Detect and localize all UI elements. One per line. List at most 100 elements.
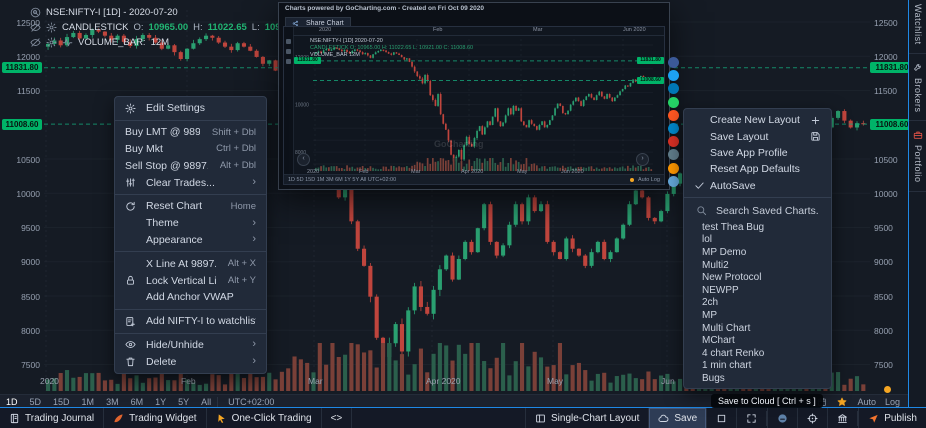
trading-journal-button[interactable]: Trading Journal: [0, 408, 105, 428]
menu-item-add-nifty-i-to-watchlist[interactable]: Add NIFTY-I to watchlist: [115, 313, 266, 330]
menu-divider: [115, 308, 266, 310]
price-tick-left: 10500: [16, 154, 40, 165]
share-pinterest-button[interactable]: [668, 136, 679, 148]
square-icon: [716, 413, 727, 424]
crosshair-button[interactable]: [797, 408, 827, 428]
saved-chart-test-thea-bug[interactable]: test Thea Bug: [702, 221, 765, 233]
price-tick-left: 8500: [21, 291, 40, 302]
toolbar-divider: [766, 411, 768, 426]
menu-item-save-app-profile[interactable]: Save App Profile: [684, 145, 831, 161]
sidebar-tab-watchlist[interactable]: Watchlist: [909, 0, 926, 54]
share-email-button[interactable]: [668, 149, 679, 161]
popup-tool-icon[interactable]: [286, 59, 291, 64]
popup-tool-icon[interactable]: [286, 39, 291, 44]
popup-tool-icon[interactable]: [286, 49, 291, 54]
menu-item-appearance[interactable]: Appearance ›: [115, 232, 266, 249]
share-blogger-button[interactable]: [668, 162, 679, 174]
bank-button[interactable]: [827, 408, 857, 428]
menu-item-autosave[interactable]: AutoSave: [684, 178, 831, 194]
save-button[interactable]: Save: [648, 408, 707, 428]
square-button[interactable]: [706, 408, 736, 428]
month-label-feb: Feb: [181, 376, 196, 386]
star-icon[interactable]: [837, 396, 848, 407]
share-skype-button[interactable]: [668, 175, 679, 187]
log-scale-toggle[interactable]: Log: [884, 396, 900, 407]
range-15d[interactable]: 15D: [53, 396, 70, 407]
saved-chart-lol[interactable]: lol: [702, 234, 713, 246]
expand-button[interactable]: [736, 408, 766, 428]
menu-item-create-new-layout[interactable]: Create New Layout: [684, 112, 831, 128]
gear-icon[interactable]: [46, 37, 57, 48]
range-5d[interactable]: 5D: [29, 396, 42, 407]
range-5y[interactable]: 5Y: [178, 396, 190, 407]
range-all[interactable]: All: [201, 396, 212, 407]
range-1d[interactable]: 1D: [6, 396, 18, 407]
saved-chart-bugs[interactable]: Bugs: [702, 372, 725, 384]
sidebar-tab-portfolio[interactable]: Portfolio: [909, 121, 926, 192]
button-label: Single-Chart Layout: [551, 413, 640, 424]
lock-icon: [125, 275, 146, 286]
auto-scale-toggle[interactable]: Auto: [857, 396, 876, 407]
menu-item-save-layout[interactable]: Save Layout: [684, 128, 831, 144]
saved-charts-search[interactable]: Search Saved Charts.: [684, 201, 831, 221]
share-linkedin-button[interactable]: [668, 83, 679, 95]
menu-item-x-line-at-9897-59[interactable]: X Line At 9897.59 Alt + X: [115, 255, 266, 272]
timezone-label[interactable]: UTC+02:00: [217, 396, 284, 407]
menu-divider: [115, 119, 266, 121]
menu-item-reset-app-defaults[interactable]: Reset App Defaults: [684, 161, 831, 177]
status-button[interactable]: [767, 408, 797, 428]
menu-item-buy-mkt[interactable]: Buy Mkt Ctrl + Dbl: [115, 141, 266, 158]
scroll-left-button[interactable]: ‹: [297, 153, 310, 166]
preview-month-apr-2020: Apr 2020: [461, 169, 484, 175]
saved-chart-mchart[interactable]: MChart: [702, 335, 735, 347]
item-button[interactable]: <>: [322, 408, 353, 428]
menu-item-buy-lmt-9897-59[interactable]: Buy LMT @ 9897.59 Shift + Dbl: [115, 124, 266, 141]
menu-item-add-anchor-vwap[interactable]: Add Anchor VWAP: [115, 289, 266, 306]
eye-off-icon[interactable]: [30, 22, 41, 33]
saved-chart-1-min-chart[interactable]: 1 min chart: [702, 360, 752, 372]
gear-icon[interactable]: [46, 22, 57, 33]
share-telegram-button[interactable]: [668, 123, 679, 134]
month-label-jun: Jun: [661, 376, 675, 386]
publish-button[interactable]: Publish: [858, 408, 926, 428]
menu-item-edit-settings[interactable]: Edit Settings: [115, 100, 266, 117]
menu-item-clear-trades[interactable]: Clear Trades... ›: [115, 174, 266, 191]
saved-chart-multi2[interactable]: Multi2: [702, 259, 729, 271]
sidebar-tab-brokers[interactable]: Brokers: [909, 54, 926, 122]
saved-chart-multi-chart[interactable]: Multi Chart: [702, 322, 751, 334]
share-whatsapp-button[interactable]: [668, 96, 679, 108]
timeframe-bar: 1D 5D 15D 1M 3M 6M 1Y 5Y All UTC+02:00 Auto Log: [0, 394, 908, 408]
menu-item-sell-stop-9897-59[interactable]: Sell Stop @ 9897.59 Alt + Dbl: [115, 157, 266, 174]
saved-chart-2ch[interactable]: 2ch: [702, 297, 719, 309]
share-facebook-button[interactable]: [668, 57, 679, 68]
menu-item-reset-chart[interactable]: Reset Chart Home: [115, 198, 266, 215]
menu-item-delete[interactable]: Delete ›: [115, 353, 266, 370]
zoom-circle-icon[interactable]: [30, 7, 41, 18]
price-tag: 11008.60: [870, 118, 914, 130]
range-6m[interactable]: 6M: [130, 396, 144, 407]
menu-item-hide-unhide[interactable]: Hide/Unhide ›: [115, 337, 266, 354]
saved-chart-4-chart-renko[interactable]: 4 chart Renko: [702, 347, 765, 359]
scroll-right-button[interactable]: ›: [636, 153, 649, 166]
saved-chart-new-protocol[interactable]: New Protocol: [702, 272, 762, 284]
saved-chart-newpp[interactable]: NEWPP: [702, 284, 739, 296]
bottom-toolbar-right: Single-Chart Layout Save Publish: [525, 408, 926, 428]
range-1y[interactable]: 1Y: [155, 396, 167, 407]
range-1m[interactable]: 1M: [81, 396, 95, 407]
button-label: Trading Widget: [129, 413, 197, 424]
eye-off-icon[interactable]: [30, 37, 41, 48]
bottom-toolbar: Trading Journal Trading Widget One-Click T…: [0, 407, 926, 428]
menu-item-lock-vertical-line[interactable]: Lock Vertical Line Alt + Y: [115, 272, 266, 289]
single-chart-layout-button[interactable]: Single-Chart Layout: [525, 408, 648, 428]
menu-item-theme[interactable]: Theme ›: [115, 215, 266, 232]
share-twitter-button[interactable]: [668, 70, 679, 82]
saved-chart-mp-demo[interactable]: MP Demo: [702, 246, 747, 258]
trading-widget-button[interactable]: Trading Widget: [104, 408, 207, 428]
saved-chart-mp[interactable]: MP: [702, 309, 717, 321]
range-3m[interactable]: 3M: [106, 396, 119, 407]
toolbar-divider: [857, 411, 859, 426]
share-reddit-button[interactable]: [668, 109, 679, 121]
one-click-trading-button[interactable]: One-Click Trading: [207, 408, 322, 428]
preview-month-2020: 2020: [319, 27, 332, 33]
